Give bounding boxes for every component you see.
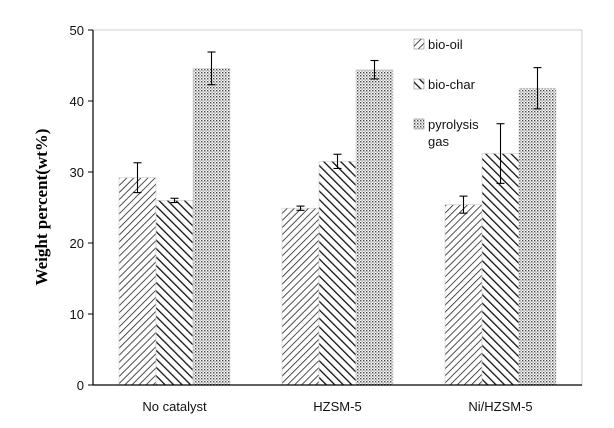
bar-bio-char-no-catalyst (155, 200, 194, 386)
x-tick-label: HZSM-5 (313, 399, 361, 414)
y-tick-label: 50 (70, 23, 84, 38)
x-tick-label: No catalyst (142, 399, 207, 414)
x-ticks: No catalyst HZSM-5 Ni/HZSM-5 (142, 399, 532, 414)
bar-pyrolysis-gas-no-catalyst (192, 68, 231, 386)
bar-bio-char-hzsm-5 (318, 161, 357, 386)
y-tick-label: 30 (70, 165, 84, 180)
legend-swatch-pyrolysis-gas (413, 118, 425, 130)
bar-bio-oil-no-catalyst (118, 177, 157, 386)
error-bars-layer (133, 51, 542, 214)
y-axis-label: Weight percent(wt%) (32, 129, 51, 286)
bar-pyrolysis-gas-ni-hzsm-5 (518, 87, 557, 386)
bar-pyrolysis-gas-hzsm-5 (355, 69, 394, 386)
legend-label-pyrolysis-gas: pyrolysis (428, 117, 479, 132)
legend-label-bio-oil: bio-oil (428, 37, 463, 52)
y-tick-label: 40 (70, 94, 84, 109)
legend-swatch-bio-oil (413, 38, 425, 50)
legend-label-pyrolysis-gas: gas (428, 134, 449, 149)
bars-layer (118, 68, 557, 386)
y-tick-label: 0 (77, 378, 84, 393)
y-ticks: 0 10 20 30 40 50 (70, 23, 93, 393)
x-tick-label: Ni/HZSM-5 (468, 399, 532, 414)
legend-swatch-bio-char (413, 78, 425, 90)
bar-bio-char-ni-hzsm-5 (481, 153, 520, 386)
legend: bio-oil bio-char pyrolysis gas (413, 37, 479, 149)
bar-bio-oil-hzsm-5 (281, 207, 320, 386)
bar-bio-oil-ni-hzsm-5 (444, 204, 483, 386)
legend-label-bio-char: bio-char (428, 77, 476, 92)
y-tick-label: 20 (70, 236, 84, 251)
axes (92, 30, 582, 386)
y-tick-label: 10 (70, 307, 84, 322)
